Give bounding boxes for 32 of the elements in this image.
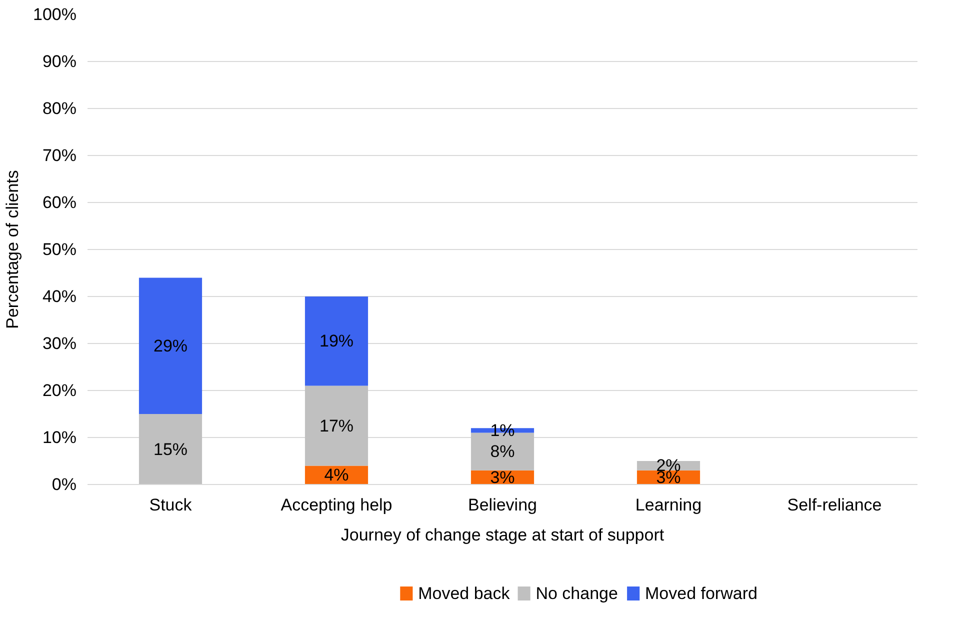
data-label: 19% (319, 332, 354, 351)
bar (138, 278, 202, 414)
y-tick-label: 90% (42, 52, 77, 71)
y-tick-label: 20% (42, 381, 77, 400)
x-tick-label: Stuck (149, 496, 192, 514)
legend-label: Moved forward (645, 584, 758, 603)
x-tick-label: Accepting help (280, 496, 392, 514)
data-label: 29% (153, 336, 188, 356)
x-tick-label: Self-reliance (787, 496, 882, 514)
y-tick-label: 100% (33, 5, 77, 24)
y-tick-label: 30% (42, 334, 77, 353)
legend-label: Moved back (418, 584, 510, 603)
data-label: 17% (319, 416, 354, 436)
y-tick-label: 40% (42, 287, 77, 306)
x-tick-label: Learning (635, 496, 702, 514)
y-tick-label: 50% (42, 240, 77, 259)
y-tick-label: 80% (42, 99, 77, 118)
x-tick-label: Believing (468, 496, 538, 514)
y-axis-title: Percentage of clients (3, 170, 22, 329)
data-label: 4% (324, 466, 349, 485)
y-tick-label: 60% (42, 193, 77, 212)
y-tick-label: 10% (42, 428, 77, 447)
data-label: 15% (153, 440, 188, 459)
bar (138, 414, 202, 484)
legend-label: No change (536, 584, 618, 603)
data-label: 8% (490, 442, 515, 462)
y-tick-label: 0% (52, 475, 77, 494)
data-label: 3% (490, 468, 515, 487)
x-axis-title: Journey of change stage at start of support (340, 526, 664, 544)
y-tick-label: 70% (42, 146, 77, 165)
bar (304, 296, 368, 386)
bar (304, 386, 368, 466)
